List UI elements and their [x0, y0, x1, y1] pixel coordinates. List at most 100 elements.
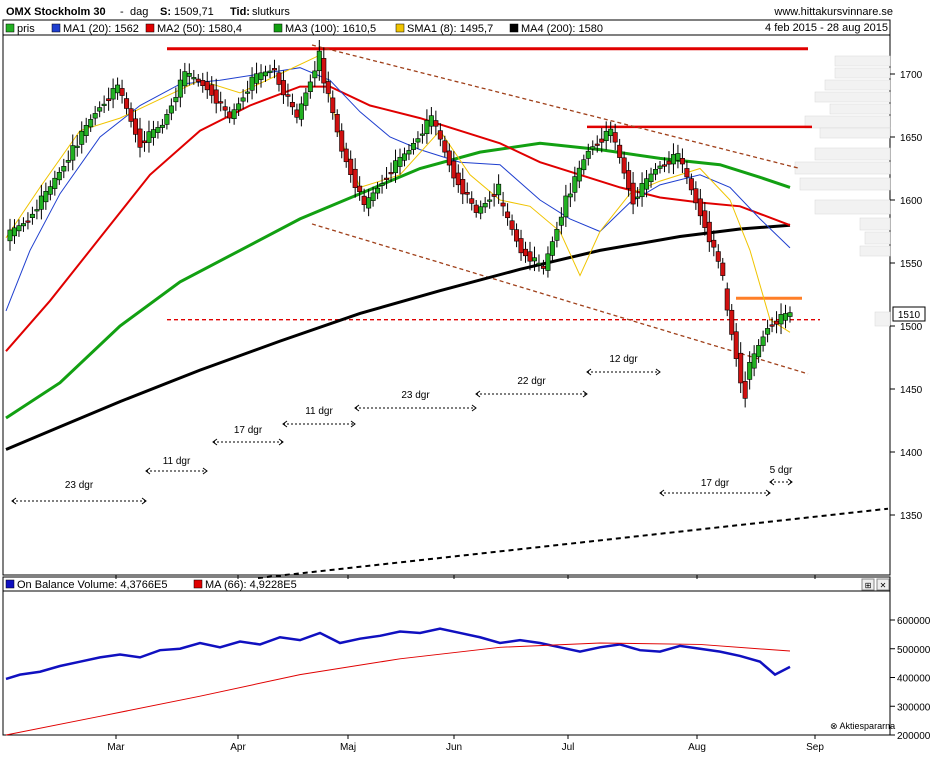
sma1-line [5, 54, 791, 333]
candles [7, 39, 793, 408]
candle-body [469, 198, 475, 204]
trendlines [167, 44, 889, 579]
x-tick-label: Jul [562, 742, 575, 753]
candle-body [473, 204, 479, 213]
volume-profile [794, 55, 891, 327]
tid-label: Tid: [230, 6, 250, 18]
y-tick-label: 1650 [900, 133, 923, 144]
y-tick-label: 1600 [900, 196, 923, 207]
candle-body [343, 148, 349, 163]
candle-body [92, 113, 98, 119]
candle-body [531, 257, 537, 262]
obv-tick-label: 300000 [897, 702, 931, 713]
volume-profile-bar [814, 199, 891, 215]
legend-label-ma1: MA1 (20): 1562 [63, 23, 139, 35]
volume-profile-bar [814, 91, 891, 103]
candle-body [693, 188, 699, 204]
channel-lower [311, 223, 809, 375]
candle-body [164, 114, 170, 125]
volume-profile-bar [824, 79, 891, 91]
candle-body [231, 109, 237, 120]
candle-body [280, 80, 286, 96]
duration-label: 11 dgr [305, 406, 333, 417]
candle-body [236, 103, 242, 111]
legend-label-obv: On Balance Volume: 4,3766E5 [17, 579, 167, 591]
candle-body [657, 165, 663, 169]
candle-body [783, 313, 789, 321]
duration-arrowhead-right [765, 489, 771, 497]
x-tick-label: Aug [688, 742, 706, 753]
volume-profile-bar [834, 55, 891, 67]
legend-main: pris MA1 (20): 1562 MA2 (50): 1580,4 MA3 (1… [5, 23, 603, 35]
candle-body [379, 183, 385, 186]
candle-body [460, 179, 466, 195]
candle-body [590, 146, 596, 150]
candle-body [146, 131, 152, 143]
duration-label: 17 dgr [701, 478, 730, 489]
obv-ma-line [5, 642, 791, 736]
candle-body [769, 324, 775, 327]
obv-line [5, 627, 791, 681]
candle-body [47, 186, 53, 195]
y-tick-label: 1500 [900, 322, 923, 333]
x-tick-label: Sep [806, 742, 824, 753]
long-term-support [257, 507, 889, 579]
candle-body [173, 97, 179, 103]
legend-swatch-obvma [193, 579, 203, 589]
ma2-line [5, 85, 791, 352]
candle-body [581, 159, 587, 171]
candle-body [572, 176, 578, 193]
candle-body [25, 220, 31, 223]
duration-arrowhead-right [471, 404, 477, 412]
volume-profile-bar [874, 311, 891, 327]
candle-body [518, 238, 524, 254]
candle-body [258, 72, 264, 80]
watermark-icon: ⊗ [830, 721, 840, 731]
legend-label-ma2: MA2 (50): 1580,4 [157, 23, 242, 35]
volume-profile-bar [834, 67, 891, 79]
panel-buttons[interactable]: ⊞ ✕ [861, 578, 890, 591]
candle-body [742, 381, 748, 399]
y-tick-label: 1550 [900, 259, 923, 270]
duration-arrowhead-left [145, 467, 151, 475]
candle-body [74, 145, 80, 148]
candle-body [137, 128, 143, 148]
close-icon: ✕ [880, 581, 887, 590]
volume-profile-bar [829, 103, 891, 115]
volume-profile-bar [814, 147, 891, 161]
candle-body [240, 97, 246, 102]
legend-swatch-sma1 [395, 23, 405, 33]
price-badge: 1510 [892, 306, 926, 322]
duration-annotations: 23 dgr 11 dgr 17 dgr 11 dgr 23 dgr 22 dgr 12 d… [11, 354, 793, 505]
candle-body [608, 128, 614, 136]
candle-body [478, 206, 484, 214]
candle-body [325, 81, 331, 94]
legend-label-pris: pris [17, 23, 35, 35]
candle-body [119, 88, 125, 96]
candle-body [630, 182, 636, 205]
legend-swatch-ma2 [145, 23, 155, 33]
close-panel-button[interactable] [876, 578, 890, 591]
candle-body [778, 314, 784, 325]
legend-swatch-pris [5, 23, 15, 33]
chart-header: OMX Stockholm 30 - dag S: 1509,71 Tid: s… [6, 6, 893, 18]
candle-body [52, 177, 58, 189]
watermark-label: Aktiespararna [840, 721, 896, 731]
candle-body [83, 125, 89, 136]
candle-body [415, 138, 421, 143]
candle-body [464, 192, 470, 195]
candle-body [401, 153, 407, 161]
candle-body [182, 71, 188, 87]
obv-lines [5, 627, 791, 736]
candle-body [487, 199, 493, 202]
candle-body [536, 262, 542, 265]
candle-body [397, 156, 403, 167]
candle-body [271, 68, 277, 71]
candle-body [97, 107, 103, 112]
duration-label: 17 dgr [234, 425, 263, 436]
zoom-button[interactable] [861, 578, 875, 591]
duration-label: 12 dgr [609, 354, 638, 365]
volume-profile-bar [859, 217, 891, 231]
candle-body [388, 172, 394, 175]
